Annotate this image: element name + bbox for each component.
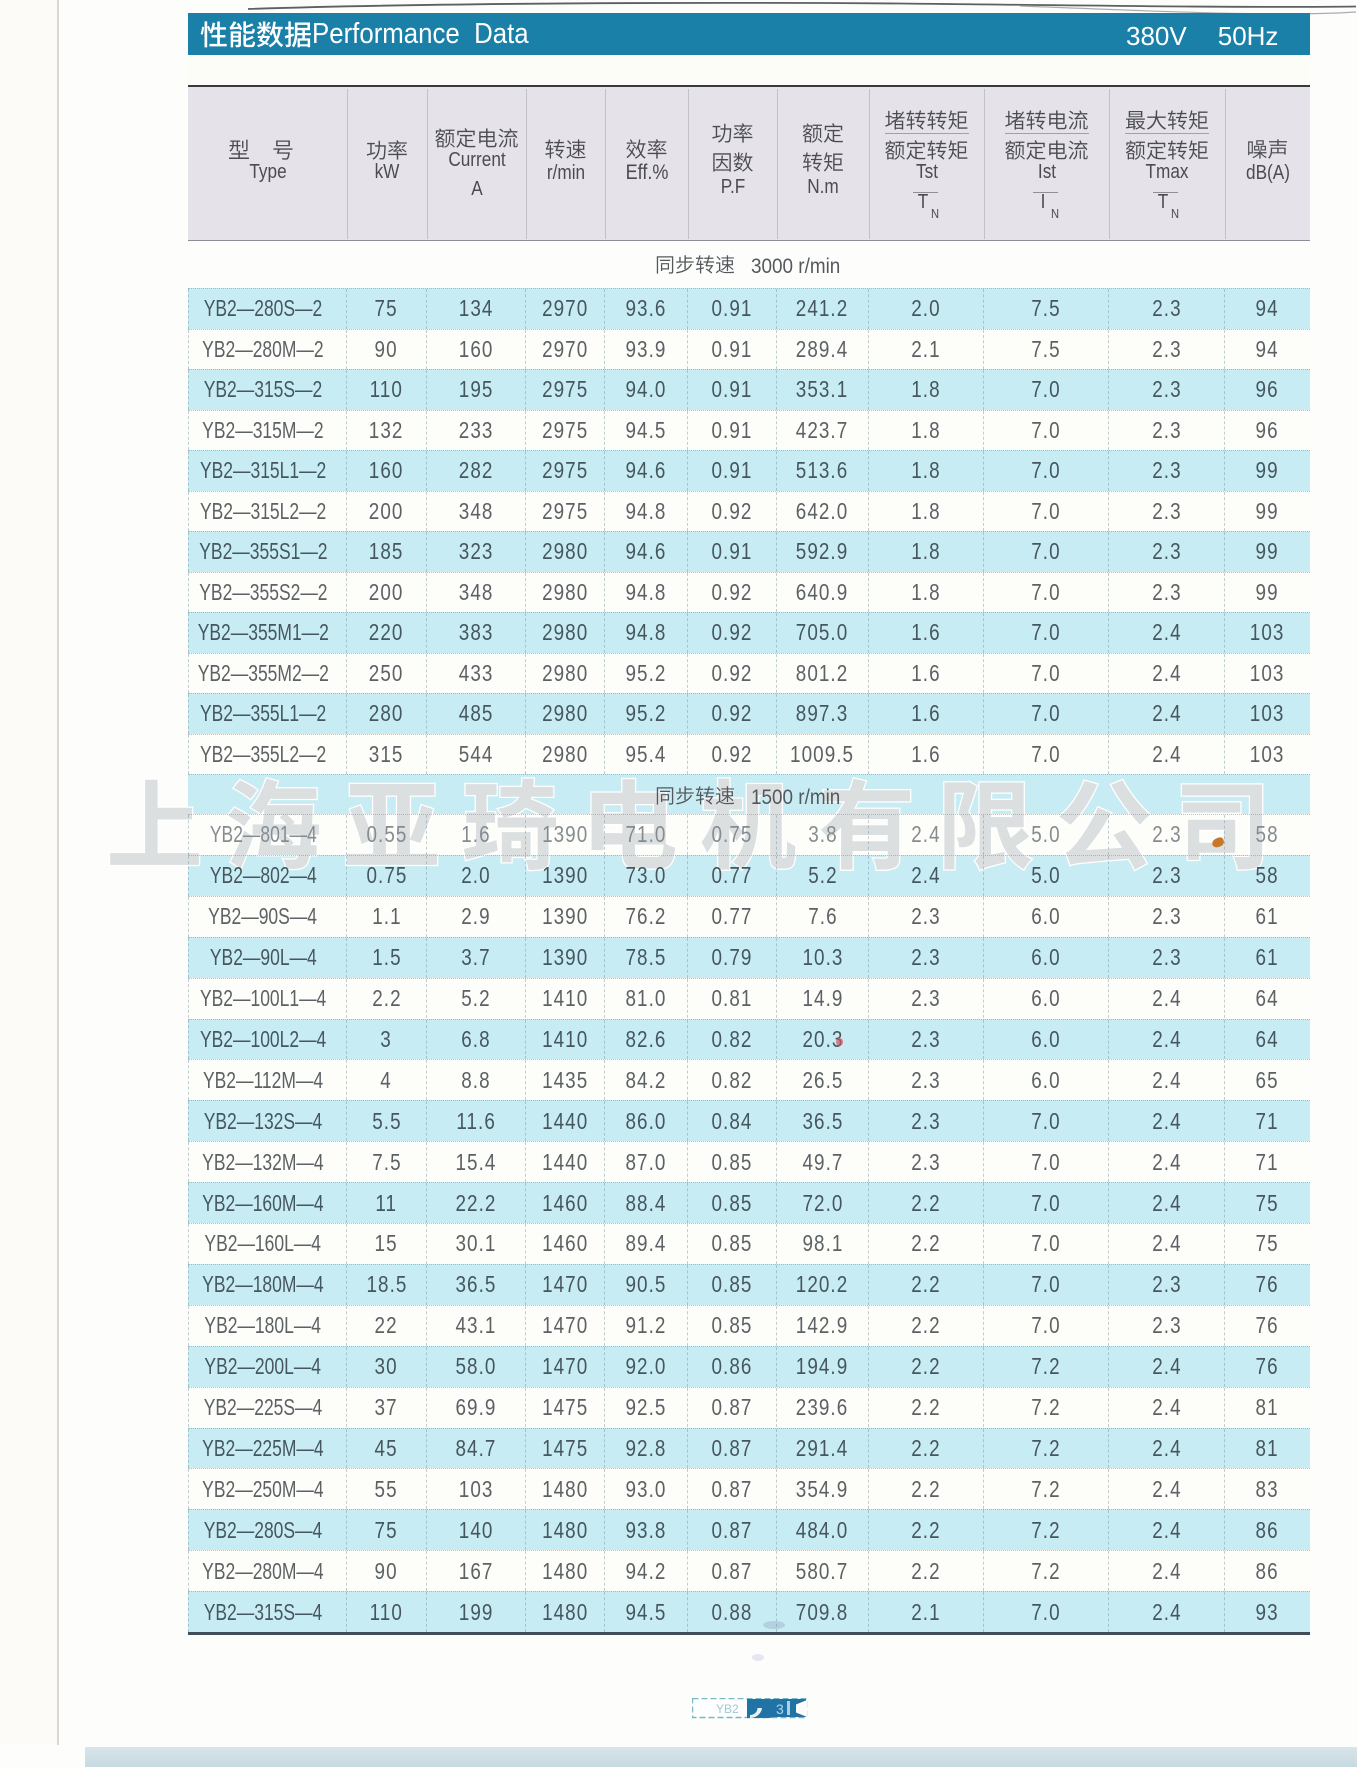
svg-text:YB2: YB2 [716,1702,739,1716]
svg-text:3: 3 [776,1701,784,1717]
